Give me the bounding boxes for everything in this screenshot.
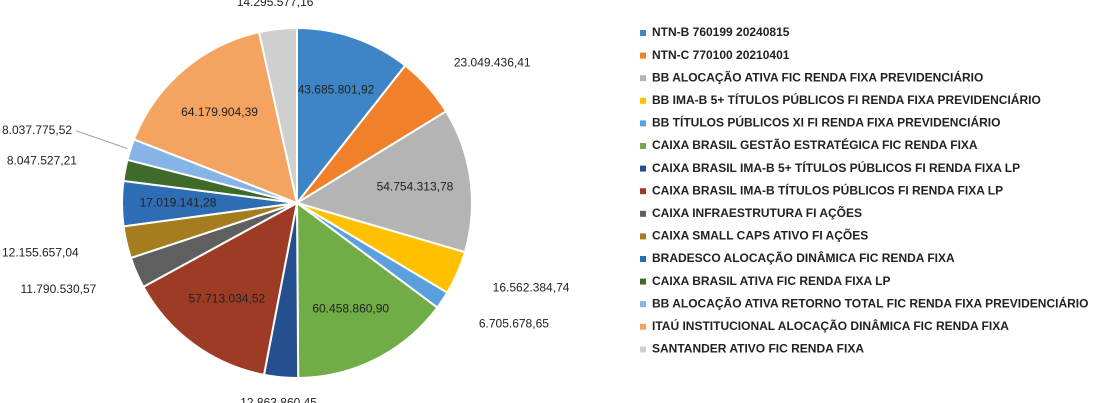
pie-slice	[257, 26, 298, 204]
pie-slice	[142, 201, 299, 377]
legend-label: BB TÍTULOS PÚBLICOS XI FI RENDA FIXA PRE…	[652, 115, 1000, 130]
legend-swatch	[640, 346, 646, 353]
legend-label: CAIXA BRASIL IMA-B 5+ TÍTULOS PÚBLICOS F…	[652, 160, 1020, 175]
pie-slice	[296, 26, 407, 206]
data-label: 8.047.527,21	[7, 153, 77, 167]
data-label: 17.019.141,28	[140, 196, 217, 210]
legend-label: SANTANDER ATIVO FIC RENDA FIXA	[652, 342, 864, 356]
pie-slice	[132, 30, 299, 205]
legend-swatch	[640, 256, 646, 262]
legend-label: CAIXA BRASIL GESTÃO ESTRATÉGICA FIC REND…	[652, 137, 978, 152]
legend-swatch	[640, 97, 646, 104]
data-label: 54.754.313,78	[377, 179, 454, 193]
legend-label: BB IMA-B 5+ TÍTULOS PÚBLICOS FI RENDA FI…	[652, 92, 1041, 107]
legend-swatch	[640, 301, 646, 308]
legend-label: BRADESCO ALOCAÇÃO DINÂMICA FIC RENDA FIX…	[652, 250, 955, 265]
data-label: 64.179.904,39	[181, 105, 258, 119]
data-label: 11.790.530,57	[20, 282, 96, 296]
legend-label: ITAÚ INSTITUCIONAL ALOCAÇÃO DINÂMICA FIC…	[652, 318, 1009, 333]
legend-label: CAIXA BRASIL IMA-B TÍTULOS PÚBLICOS FI R…	[652, 182, 1003, 197]
data-label: 12.155.657,04	[2, 245, 79, 259]
data-label: 12.863.860,45	[240, 396, 317, 403]
pie-slice	[294, 109, 473, 254]
legend-swatch	[640, 210, 646, 217]
legend-swatch	[640, 278, 646, 285]
legend-swatch	[640, 52, 646, 59]
legend-swatch	[640, 30, 646, 36]
data-label: 60.458.860,90	[312, 301, 389, 315]
data-label: 6.705.678,65	[479, 317, 549, 331]
legend-swatch	[640, 165, 646, 172]
legend-swatch	[640, 233, 646, 240]
data-label: 57.713.034,52	[188, 291, 265, 305]
leader-line	[75, 130, 128, 149]
legend-label: BB ALOCAÇÃO ATIVA RETORNO TOTAL FIC REND…	[652, 295, 1088, 310]
legend-label: CAIXA INFRAESTRUTURA FI AÇÕES	[652, 205, 862, 220]
pie-slice	[295, 200, 439, 380]
legend-swatch	[640, 323, 646, 330]
data-label: 16.562.384,74	[493, 281, 570, 295]
legend-label: NTN-B 760199 20240815	[652, 25, 790, 39]
legend-label: NTN-C 770100 20210401	[652, 48, 790, 62]
legend-label: CAIXA BRASIL ATIVA FIC RENDA FIXA LP	[652, 274, 890, 288]
legend-swatch	[640, 120, 646, 127]
legend-label: CAIXA SMALL CAPS ATIVO FI AÇÕES	[652, 228, 868, 243]
legend-swatch	[640, 75, 646, 82]
data-label: 43.685.801,92	[298, 83, 375, 97]
data-label: 8.037.775,52	[2, 123, 72, 137]
legend-swatch	[640, 143, 646, 149]
data-label: 14.295.577,16	[237, 0, 314, 9]
data-label: 23.049.436,41	[454, 56, 531, 70]
legend-label: BB ALOCAÇÃO ATIVA FIC RENDA FIXA PREVIDE…	[652, 69, 983, 84]
legend-swatch	[640, 188, 646, 195]
